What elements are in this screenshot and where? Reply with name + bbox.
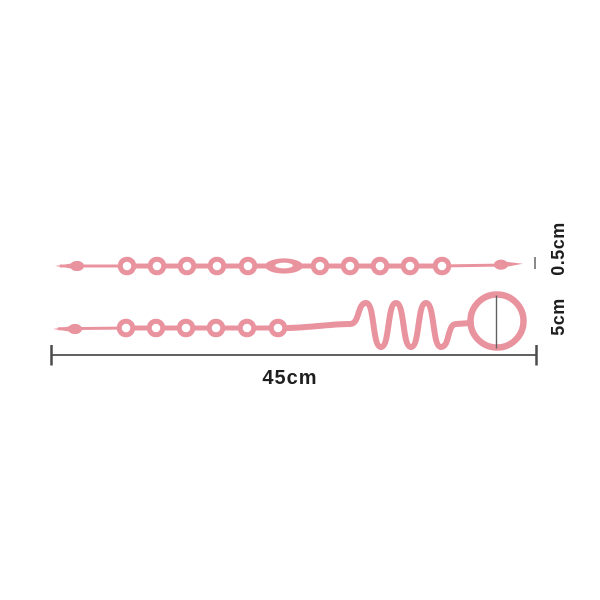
bead — [237, 318, 257, 338]
bead — [176, 318, 196, 338]
bead — [207, 256, 227, 276]
bead — [400, 256, 420, 276]
thickness-label: 0.5cm — [548, 222, 568, 276]
bead — [116, 318, 136, 338]
bead — [177, 256, 197, 276]
bead — [117, 256, 137, 276]
bead — [147, 256, 167, 276]
bead — [432, 256, 452, 276]
bead — [310, 256, 330, 276]
ring-diameter-label: 5cm — [548, 298, 568, 336]
oval-bead-slot — [275, 262, 293, 269]
bottom-strap — [53, 291, 527, 351]
bead — [238, 256, 258, 276]
bead — [370, 256, 390, 276]
zigzag-section — [285, 300, 474, 350]
top-strap — [55, 256, 523, 276]
bead — [206, 318, 226, 338]
top-strap-right-tip — [500, 261, 523, 268]
dimension-annotations: 0.5cm 5cm 45cm — [50, 222, 568, 389]
total-length-label: 45cm — [262, 367, 317, 389]
bead — [146, 318, 166, 338]
bead — [340, 256, 360, 276]
bead — [268, 318, 288, 338]
